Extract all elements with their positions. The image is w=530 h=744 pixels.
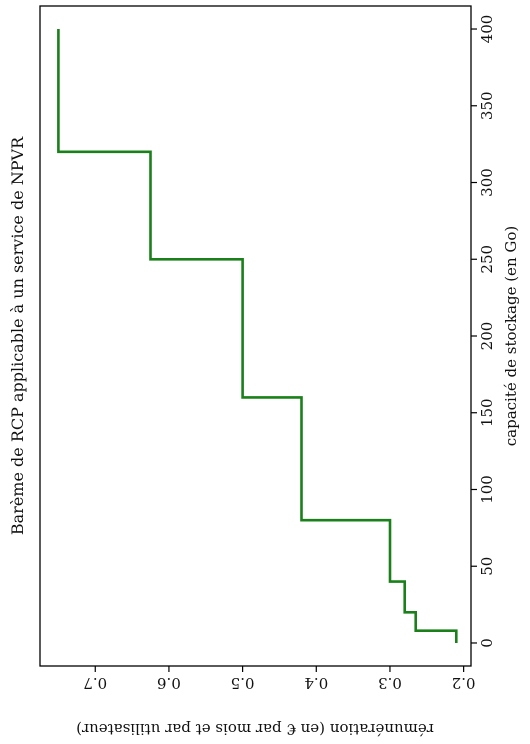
x-tick-label: 300: [478, 168, 496, 197]
y-tick-label: 0.7: [83, 674, 107, 692]
x-tick-label: 400: [478, 15, 496, 44]
plot-frame: [39, 5, 472, 667]
chart-title: Barème de RCP applicable à un service de…: [8, 136, 27, 535]
x-tick-label: 250: [478, 245, 496, 274]
y-axis-ticks: 0.2 0.3 0.4 0.5 0.6 0.7: [83, 666, 476, 692]
y-tick-label: 0.2: [452, 674, 476, 692]
x-tick-label: 350: [478, 91, 496, 120]
x-tick-label: 100: [478, 475, 496, 504]
x-tick-label: 50: [478, 557, 496, 576]
y-tick-label: 0.4: [304, 674, 328, 692]
y-tick-label: 0.6: [157, 674, 181, 692]
series-line: [57, 29, 458, 643]
x-tick-label: 0: [478, 638, 496, 648]
x-axis-ticks: 0 50 100 150 200 250 300 350 400: [471, 15, 496, 648]
series-layer: [57, 29, 458, 643]
x-tick-label: 200: [478, 322, 496, 351]
y-tick-label: 0.3: [378, 674, 402, 692]
y-tick-label: 0.5: [231, 674, 255, 692]
x-tick-label: 150: [478, 398, 496, 427]
x-axis-title: capacité de stockage (en Go): [502, 226, 520, 446]
y-axis-title: rémunération (en € par mois et par utili…: [76, 720, 434, 738]
